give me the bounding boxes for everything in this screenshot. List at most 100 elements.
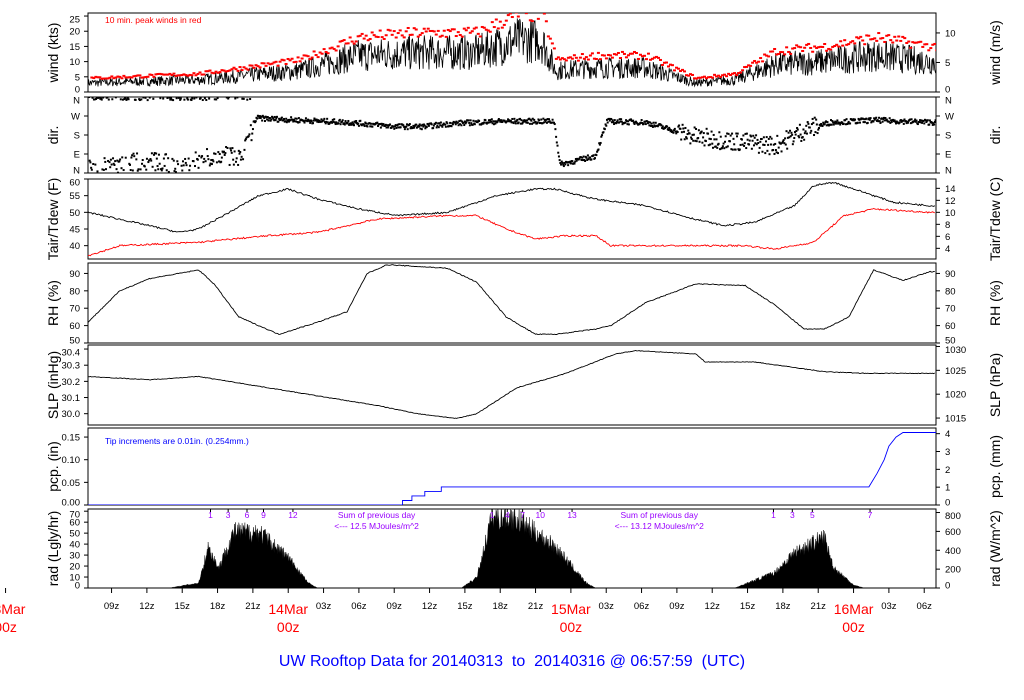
direction-point [179,98,182,101]
peak-wind-mark [931,43,935,46]
direction-point [144,97,147,99]
peak-wind-mark [378,29,382,32]
direction-point [136,169,139,172]
peak-wind-mark [258,66,262,69]
peak-wind-mark [208,69,212,72]
direction-point [880,117,883,120]
direction-point [774,142,777,145]
direction-point [920,119,923,122]
direction-point [574,157,577,160]
direction-point [365,122,368,125]
direction-point [760,137,763,140]
direction-point [795,130,798,133]
peak-wind-mark [560,57,564,60]
day-label-hour: 00z [842,619,865,635]
direction-point [376,121,379,124]
peak-wind-mark [516,15,520,18]
y-tick-label: 15 [69,42,80,53]
peak-wind-mark [100,77,104,80]
direction-point [393,125,396,128]
direction-point [625,120,628,123]
peak-wind-mark [693,77,697,80]
direction-point [309,121,312,124]
direction-point [333,121,336,124]
peak-wind-mark [170,74,174,77]
direction-point [612,121,615,124]
direction-point [324,121,327,124]
peak-wind-mark [430,29,434,32]
direction-point [322,119,325,122]
peak-wind-mark [406,26,410,29]
direction-point [379,126,382,129]
direction-point [787,131,790,134]
direction-point [514,120,517,123]
peak-wind-mark [787,50,791,53]
direction-point [620,118,623,121]
peak-wind-mark [905,41,909,44]
direction-point [638,123,641,126]
direction-point [491,122,494,125]
direction-point [249,124,252,127]
direction-point [587,158,590,161]
direction-point [194,151,197,154]
direction-point [341,119,344,122]
direction-point [465,121,468,124]
direction-point [751,139,754,142]
plot-area [88,350,936,419]
peak-wind-mark [590,52,594,55]
direction-point [462,121,465,124]
y-right-tick-label: 60 [945,321,956,332]
direction-point [552,121,555,124]
direction-point [784,143,787,146]
peak-wind-mark [656,56,660,59]
direction-point [487,119,490,122]
y-right-tick-label: 0 [945,85,950,96]
direction-point [497,118,500,121]
peak-wind-mark [374,35,378,38]
direction-point [877,120,880,123]
peak-wind-mark [837,45,841,48]
y-tick-label: 0.10 [62,455,81,466]
direction-point [293,120,296,123]
direction-point [610,121,613,124]
y-right-tick-label: N [945,96,952,107]
direction-point [439,124,442,127]
peak-wind-mark [424,30,428,33]
direction-point [590,158,593,161]
direction-point [147,161,150,164]
direction-point [121,98,124,101]
peak-wind-mark [204,70,208,73]
peak-wind-mark [120,77,124,80]
direction-point [889,121,892,124]
direction-point [765,136,768,139]
direction-point [218,160,221,163]
peak-wind-mark [154,73,158,76]
peak-wind-mark [350,40,354,43]
direction-point [697,136,700,139]
direction-point [272,117,275,120]
direction-point [186,98,189,101]
direction-point [713,138,716,141]
peak-wind-mark [316,56,320,59]
peak-wind-mark [448,30,452,33]
peak-wind-mark [272,61,276,64]
y-axis-label: dir. [45,126,61,145]
direction-point [489,119,492,122]
direction-point [177,163,180,166]
direction-point [669,130,672,133]
direction-point [384,124,387,127]
direction-point [557,151,560,154]
direction-point [439,121,442,124]
direction-point [697,129,700,132]
direction-point [163,164,166,167]
plot-area [88,264,935,336]
direction-point [834,122,837,125]
direction-point [816,132,819,135]
direction-point [743,144,746,147]
peak-wind-mark [472,27,476,30]
direction-point [287,120,290,123]
peak-wind-mark [687,74,691,77]
direction-point [451,123,454,126]
direction-point [210,159,213,162]
direction-point [416,125,419,128]
